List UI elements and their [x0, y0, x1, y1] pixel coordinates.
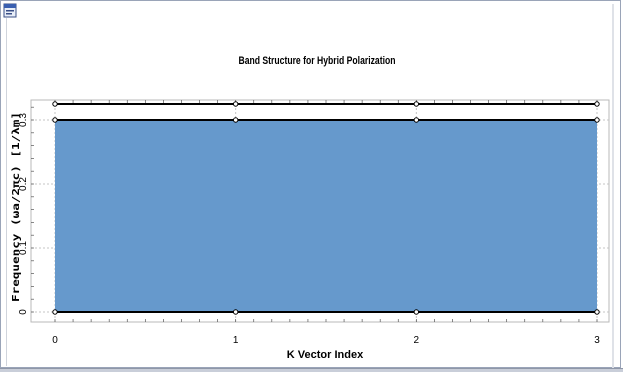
band-1-point [232, 309, 239, 315]
band-1-point [413, 309, 420, 315]
x-tick-labels: 0 1 2 3 [52, 335, 600, 346]
series-layer [55, 103, 597, 313]
band-2-point [594, 117, 600, 123]
y-tick-label: 0.1 [18, 241, 29, 255]
window-bottom-border [0, 368, 623, 372]
band-3-point [52, 101, 58, 107]
x-tick-label: 2 [414, 335, 420, 346]
window-right-edge [612, 4, 614, 368]
y-tick-label: 0.2 [18, 177, 29, 191]
y-tick-labels: 0 0.1 0.2 0.3 [18, 113, 29, 315]
y-axis-label: Frequency (ωa/2πc) [1/λm] [11, 112, 22, 302]
marker-layer [52, 101, 600, 315]
band-3-point [594, 101, 600, 107]
x-axis-label: K Vector Index [287, 349, 364, 361]
x-tick-label: 1 [233, 335, 239, 346]
x-tick-label: 3 [594, 335, 600, 346]
y-tick-label: 0 [18, 309, 29, 315]
x-tick-label: 0 [52, 335, 58, 346]
band-1-point [52, 309, 58, 315]
band-2-point [413, 117, 420, 123]
band-2-point [232, 117, 239, 123]
band-1-point [594, 309, 600, 315]
chart-title: Band Structure for Hybrid Polarization [239, 55, 396, 67]
minor-ticks [31, 100, 598, 322]
band-gap-fill [55, 120, 597, 312]
band-3-point [232, 101, 239, 107]
band-3-point [413, 101, 420, 107]
band-2-point [52, 117, 58, 123]
window-left-edge [6, 18, 7, 366]
band-layer [55, 120, 597, 312]
y-tick-label: 0.3 [18, 113, 29, 127]
app-window-icon[interactable] [3, 3, 17, 18]
